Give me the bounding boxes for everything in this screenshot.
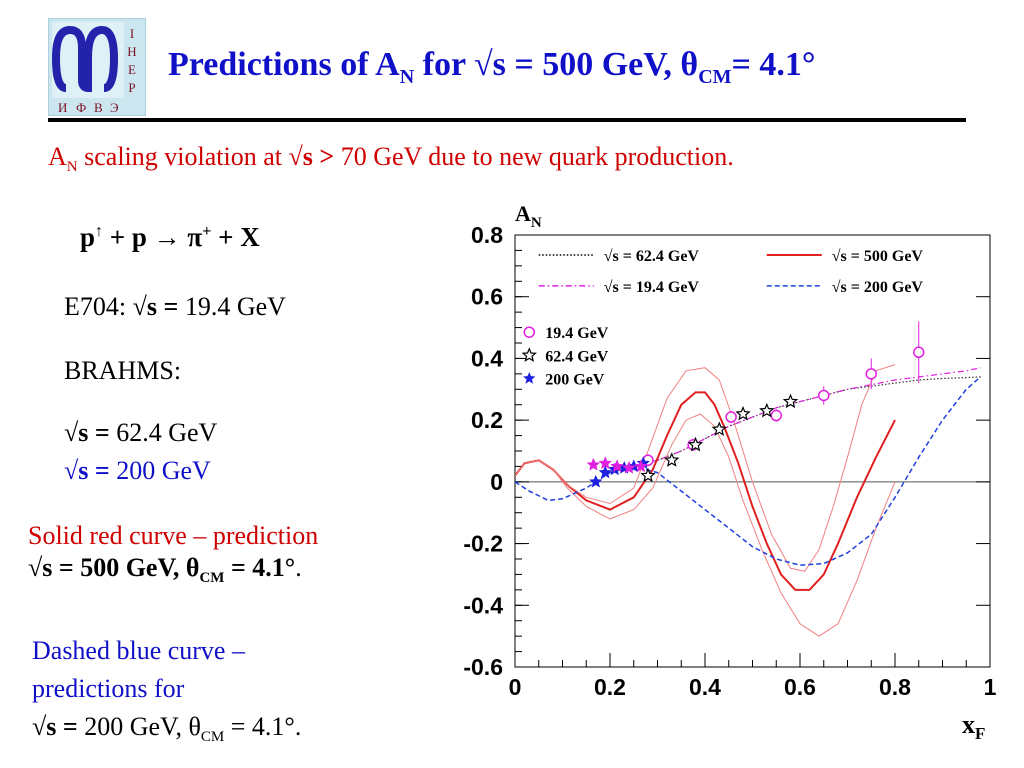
- logo-letter: E: [128, 62, 136, 77]
- x-axis-label: xF: [962, 710, 985, 743]
- x-tick-label: 0.8: [879, 674, 911, 700]
- data-point: [865, 368, 877, 380]
- data-point: [610, 459, 624, 473]
- data-point: [913, 346, 925, 359]
- y-tick-label: 0.2: [471, 407, 503, 433]
- reaction-formula: p↑ + p → π+ + X: [80, 222, 260, 252]
- data-point: [664, 452, 680, 467]
- e704-energy: E704: √s = 19.4 GeV: [64, 292, 286, 321]
- blue-note-line1: Dashed blue curve –: [32, 636, 245, 665]
- series-line: [515, 376, 981, 566]
- logo-letter: P: [128, 80, 135, 95]
- data-point: [598, 465, 613, 479]
- x-tick-label: 0.4: [689, 674, 721, 700]
- an-vs-xf-chart: -0.6 -0.4 -0.2 0 0.2 0.4 0.6 0.8 0 0.2 0.4 0.6 0.8 1 A…: [463, 201, 997, 743]
- logo-letter: Э: [110, 100, 119, 115]
- title-divider: [48, 118, 966, 122]
- logo-letter: В: [94, 100, 103, 115]
- red-note-line1: Solid red curve – prediction: [28, 521, 319, 550]
- brahms-label: BRAHMS:: [64, 356, 182, 385]
- data-point: [770, 409, 782, 422]
- red-note-line2: √s = 500 GeV, θCM = 4.1°.: [28, 553, 302, 587]
- data-point: [711, 421, 727, 437]
- data-point: [622, 460, 636, 474]
- legend-label: √s = 19.4 GeV: [604, 279, 700, 296]
- legend-label: 19.4 GeV: [545, 325, 609, 342]
- brahms-energy-2: √s = 200 GeV: [64, 456, 211, 485]
- logo-letter: Ф: [76, 100, 86, 115]
- data-point: [782, 393, 799, 409]
- logo-letter: H: [127, 44, 136, 59]
- plot-frame: [514, 234, 991, 668]
- data-point: [735, 405, 751, 421]
- logo-letter: И: [58, 100, 67, 115]
- y-tick-label: 0.6: [471, 284, 503, 310]
- legend-label: 200 GeV: [545, 371, 605, 388]
- x-tick-label: 0.6: [784, 674, 816, 700]
- legend-marker: [523, 372, 536, 384]
- brahms-energy-1: √s = 62.4 GeV: [64, 418, 218, 447]
- series-line: [515, 413, 896, 637]
- legend-label: √s = 62.4 GeV: [604, 248, 700, 265]
- legend-marker: [523, 326, 535, 338]
- x-tick-label: 0.2: [594, 674, 626, 700]
- y-tick-label: -0.4: [463, 592, 503, 618]
- blue-note-line3: √s = 200 GeV, θCM = 4.1°.: [32, 712, 302, 746]
- blue-note-line2: predictions for: [32, 674, 185, 703]
- legend-marker: [521, 347, 537, 362]
- data-point: [586, 457, 601, 471]
- logo-letter: I: [130, 26, 134, 41]
- y-tick-label: 0.8: [471, 222, 503, 248]
- y-tick-label: 0: [490, 469, 503, 495]
- data-point: [588, 474, 603, 488]
- blue-curve-note: Dashed blue curve – predictions for √s =…: [32, 632, 301, 756]
- subtitle: AN scaling violation at √s > 70 GeV due …: [48, 142, 734, 176]
- data-point: [634, 459, 648, 473]
- data-point: [818, 389, 830, 402]
- page-title: Predictions of AN for √s = 500 GeV, θCM=…: [168, 46, 816, 88]
- series-line: [609, 367, 981, 474]
- data-point: [687, 436, 704, 452]
- legend-label: 62.4 GeV: [545, 348, 609, 365]
- legend-label: √s = 200 GeV: [832, 279, 924, 296]
- x-tick-label: 1: [984, 674, 997, 700]
- data-point: [725, 411, 737, 423]
- institute-logo: I H E P И Ф В Э: [48, 18, 146, 116]
- legend-label: √s = 500 GeV: [832, 248, 924, 265]
- data-point: [759, 402, 775, 418]
- y-tick-label: 0.4: [471, 345, 503, 371]
- y-tick-label: -0.2: [463, 531, 503, 557]
- red-curve-note: Solid red curve – prediction √s = 500 Ge…: [28, 520, 318, 594]
- x-tick-label: 0: [509, 674, 522, 700]
- data-point: [598, 456, 613, 470]
- series-line: [515, 364, 896, 572]
- y-axis-label: AN: [515, 201, 542, 231]
- y-tick-label: -0.6: [463, 654, 503, 680]
- data-point: [640, 467, 656, 483]
